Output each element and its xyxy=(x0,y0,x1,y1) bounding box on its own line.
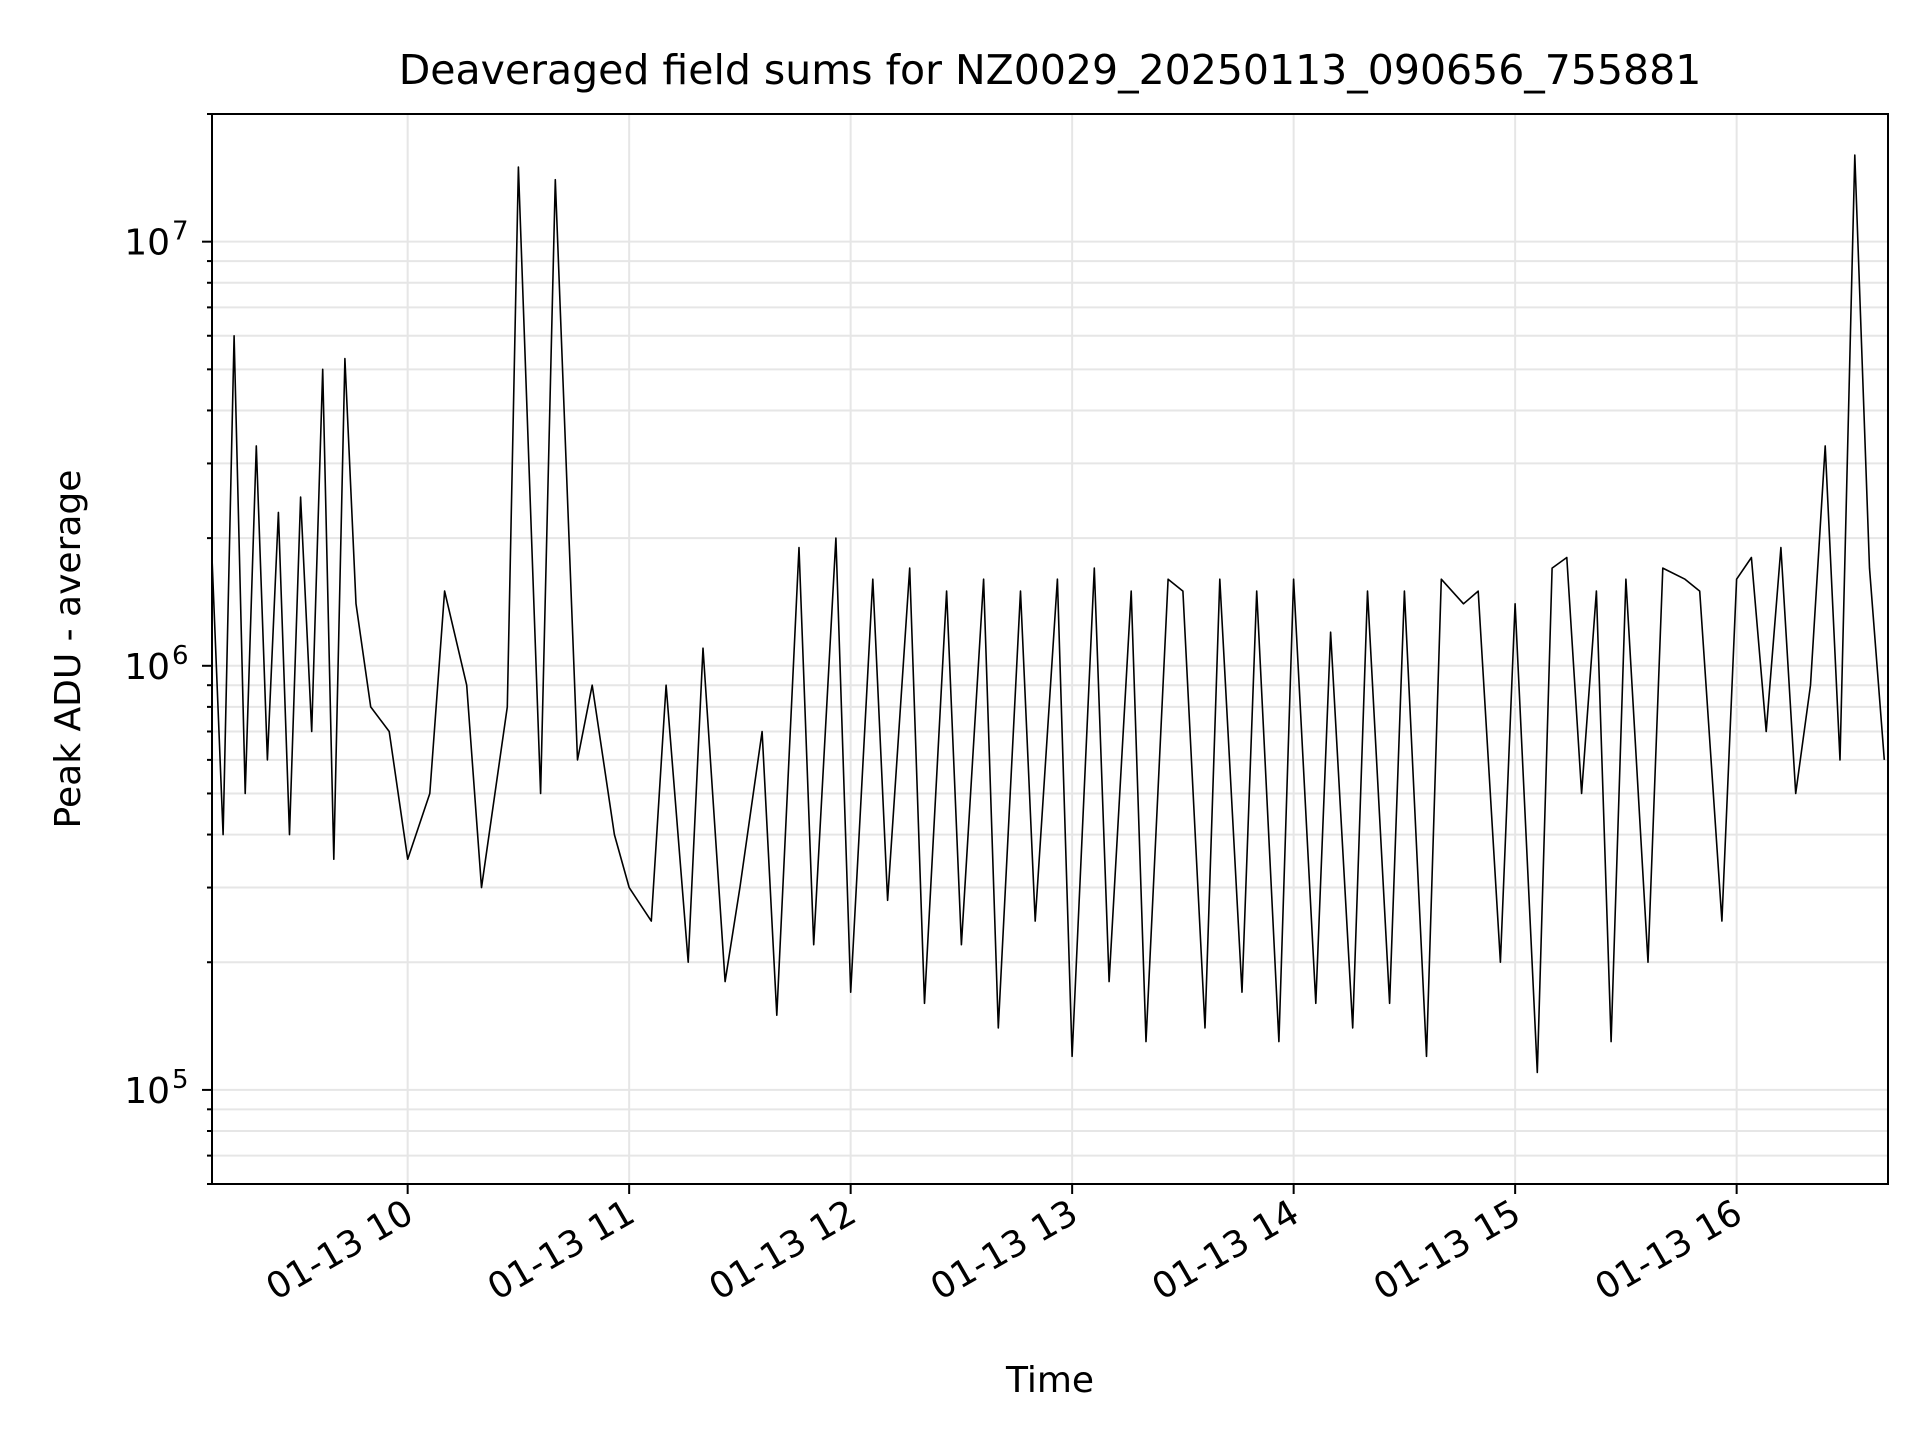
plot-frame xyxy=(211,113,1889,1185)
y-tick-exponent: 5 xyxy=(172,1065,189,1095)
y-tick-label: 10 xyxy=(124,223,170,264)
x-tick-label: 01-13 11 xyxy=(481,1192,642,1308)
series-line xyxy=(211,154,1886,1074)
y-tick-exponent: 7 xyxy=(172,217,189,247)
data-series xyxy=(211,154,1886,1074)
x-tick-label: 01-13 15 xyxy=(1367,1192,1528,1308)
x-tick-label: 01-13 16 xyxy=(1588,1192,1749,1308)
y-tick-exponent: 6 xyxy=(172,641,189,671)
y-tick-label: 10 xyxy=(124,1071,170,1112)
x-tick-label: 01-13 13 xyxy=(924,1192,1085,1308)
y-axis-label: Peak ADU - average xyxy=(48,470,89,829)
x-tick-label: 01-13 14 xyxy=(1145,1192,1306,1308)
x-tick-label: 01-13 12 xyxy=(702,1192,863,1308)
x-tick-label: 01-13 10 xyxy=(259,1192,420,1308)
x-axis-label: Time xyxy=(1005,1360,1094,1401)
y-tick-label: 10 xyxy=(124,647,170,688)
x-axis: 01-13 10 01-13 11 01-13 12 01-13 13 01-13 14… xyxy=(259,1184,1749,1309)
chart-title: Deaveraged field sums for NZ0029_2025011… xyxy=(399,46,1702,94)
grid xyxy=(212,113,1888,1185)
